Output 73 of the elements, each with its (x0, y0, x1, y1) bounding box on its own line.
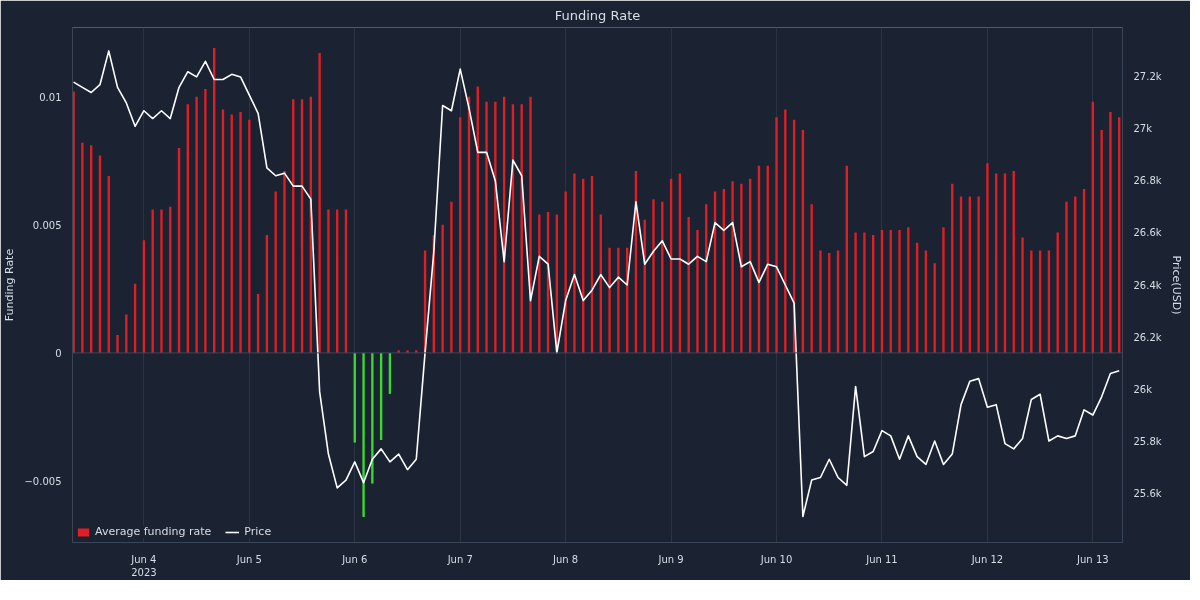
bar (687, 217, 690, 353)
bar (81, 142, 84, 353)
legend-label: Price (244, 525, 272, 538)
bar (1030, 250, 1033, 353)
legend-label: Average funding rate (95, 525, 212, 538)
x-tick-label: Jun 7 (446, 553, 473, 565)
y-axis-title: Funding Rate (3, 248, 17, 322)
bar (784, 109, 787, 353)
y2-tick-label: 26.8k (1133, 175, 1162, 187)
bar (160, 209, 163, 353)
bar (1100, 129, 1103, 353)
x-tick-label: Jun 12 (970, 553, 1004, 565)
bar (775, 117, 778, 353)
y2-tick-label: 26k (1133, 383, 1153, 395)
x-tick-label: Jun 5 (235, 553, 262, 565)
bar (942, 227, 945, 353)
bar (362, 352, 365, 517)
y-tick-label: 0.01 (39, 91, 62, 103)
bar (239, 112, 242, 353)
y2-tick-label: 25.6k (1133, 487, 1162, 499)
y2-tick-label: 26.6k (1133, 227, 1162, 239)
bar (819, 250, 822, 353)
bar (564, 191, 567, 353)
bar (529, 96, 532, 353)
chart-title: Funding Rate (554, 7, 641, 23)
bar (441, 224, 444, 353)
x-tick-label: Jun 8 (552, 553, 579, 565)
y-tick-label: −0.005 (24, 476, 62, 488)
bar (151, 209, 154, 353)
bar (204, 88, 207, 353)
x-tick-label: Jun 10 (759, 553, 793, 565)
bar (573, 173, 576, 353)
bar (608, 247, 611, 353)
bar (1109, 112, 1112, 353)
bar (283, 170, 286, 353)
y2-axis-title: Price(USD) (1169, 255, 1183, 315)
bar (327, 209, 330, 353)
bar (1065, 201, 1068, 353)
bar (485, 101, 488, 353)
bar (494, 101, 497, 353)
bar (195, 96, 198, 353)
bar (696, 229, 699, 353)
y-tick-label: 0 (55, 347, 62, 359)
y2-tick-label: 26.2k (1133, 331, 1162, 343)
bar (863, 232, 866, 353)
bar (125, 314, 128, 353)
bar (810, 204, 813, 353)
bar (731, 181, 734, 353)
bar (1021, 237, 1024, 353)
bar (854, 232, 857, 353)
y2-tick-label: 26.4k (1133, 279, 1162, 291)
y2-tick-label: 25.8k (1133, 435, 1162, 447)
bar (740, 183, 743, 353)
bar (450, 201, 453, 353)
x-tick-label: Jun 9 (657, 553, 684, 565)
y2-tick-label: 27.2k (1133, 71, 1162, 83)
bar (248, 119, 251, 353)
bar (977, 196, 980, 353)
x-tick-label: Jun 4 2023 (130, 553, 157, 578)
bar (986, 163, 989, 353)
x-tick-label: Jun 11 (865, 553, 898, 565)
x-tick-label: Jun 6 (341, 553, 368, 565)
bar (617, 247, 620, 353)
x-tick-label: Jun 13 (1076, 553, 1109, 565)
bar (116, 334, 119, 353)
y-tick-label: 0.005 (32, 219, 62, 231)
bar (318, 53, 321, 353)
bar (898, 229, 901, 353)
line-series (72, 50, 1121, 518)
bar (652, 199, 655, 353)
y2-tick-label: 27k (1133, 123, 1153, 135)
bar (371, 352, 374, 484)
bar (907, 227, 910, 353)
